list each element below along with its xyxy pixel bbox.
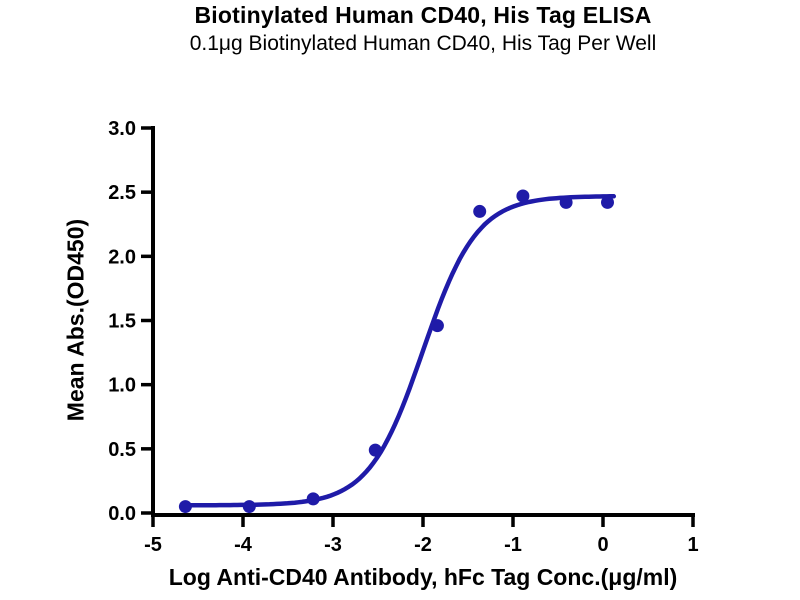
data-point [601, 195, 614, 209]
y-tick-label: 0.0 [108, 503, 136, 525]
data-point [516, 189, 530, 203]
data-point [368, 443, 382, 457]
y-tick-label: 0.5 [108, 439, 136, 461]
y-axis-label: Mean Abs.(OD450) [62, 218, 89, 422]
data-point [178, 500, 192, 514]
x-tick-label: 1 [687, 534, 698, 556]
y-tick-label: 2.5 [108, 182, 136, 204]
x-tick-label: -5 [144, 534, 162, 556]
y-tick-label: 2.0 [108, 246, 136, 268]
y-tick-label: 1.5 [108, 311, 136, 333]
x-tick-label: 0 [597, 534, 608, 556]
data-point [306, 492, 320, 506]
data-point [473, 204, 487, 218]
data-point [559, 195, 573, 209]
chart-title: Biotinylated Human CD40, His Tag ELISA [194, 2, 652, 28]
y-tick-label: 3.0 [108, 118, 136, 140]
data-point [242, 500, 256, 514]
x-axis-label: Log Anti-CD40 Antibody, hFc Tag Conc.(μg… [168, 564, 678, 590]
data-point [430, 319, 444, 333]
x-tick-label: -4 [234, 534, 253, 556]
x-tick-label: -1 [504, 534, 522, 556]
x-tick-label: -3 [324, 534, 342, 556]
y-tick-label: 1.0 [108, 375, 136, 397]
chart-subtitle: 0.1μg Biotinylated Human CD40, His Tag P… [189, 32, 657, 55]
x-tick-label: -2 [414, 534, 432, 556]
fit-curve [181, 194, 617, 508]
